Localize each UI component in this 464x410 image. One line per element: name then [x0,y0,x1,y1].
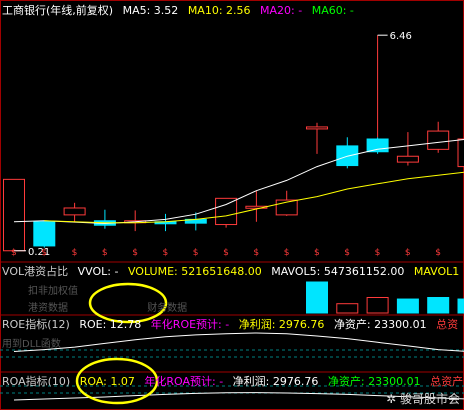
dividend-marker: $ [405,248,411,258]
chart-title[interactable]: 工商银行(年线,前复权) [2,4,114,17]
ma5-line [13,139,464,225]
volume-bar [396,298,419,314]
ma20-label: MA20: - [260,4,303,17]
dividend-marker: $ [132,248,138,258]
vol-header: VOL港资占比 VVOL: - VOLUME: 521651648.00 MAV… [2,263,464,281]
watermark: ✲ 骏哥股市会 [386,390,460,407]
vol-overlay-notes: 港资数据 财务数据 [28,300,193,318]
dividend-marker: $ [314,248,320,258]
dividend-marker: $ [284,248,290,258]
high-label: 6.46 [390,31,412,42]
volume-bar [366,297,389,314]
volume-label: VOLUME: 521651648.00 [127,265,262,278]
roe-note: 扣非加权值 [28,286,78,297]
roa-value: ROA: 1.07 [79,375,135,388]
roa-forecast: 年化ROA预计: - [144,375,224,388]
candle-body [427,130,450,150]
candle-body [3,178,25,252]
roa-note: 用到DLL函数 [2,339,61,350]
dividend-marker: $ [435,248,441,258]
roe-highlight-circle [88,282,168,324]
candle-body [396,155,419,163]
dividend-marker: $ [163,248,169,258]
roe-note2: 财务数据 [147,303,188,314]
roe-forecast: 年化ROE预计: - [150,318,230,331]
low-label: 0.21 [28,247,50,258]
volume-bar [457,298,464,314]
vvol-label: VVOL: - [77,265,119,278]
candle-body [215,197,238,226]
roe-net-assets: 净资产: 23300.01 [333,318,427,331]
dividend-marker: $ [41,248,47,258]
vol-note: 港资数据 [28,303,68,314]
candle-body [366,138,389,153]
roe-title[interactable]: ROE指标(12) [2,318,70,331]
vol-title[interactable]: VOL港资占比 [2,265,69,278]
dividend-marker: $ [72,248,78,258]
roa-net-profit: 净利润: 2976.76 [232,375,319,388]
roe-value: ROE: 12.78 [79,318,142,331]
dividend-marker: $ [102,248,108,258]
roa-header: ROA指标(10) ROA: 1.07 年化ROA预计: - 净利润: 2976… [2,373,464,391]
roe-total: 总资 [436,318,459,331]
roa-overlay-notes: 用到DLL函数 [2,336,67,354]
roa-highlight-circle [75,357,159,405]
volume-bar [306,281,328,314]
ma10-line [44,171,464,224]
dividend-marker: $ [344,248,350,258]
roa-title[interactable]: ROA指标(10) [2,375,71,388]
watermark-text: 骏哥股市会 [399,392,460,406]
dividend-marker: $ [193,248,199,258]
roa-total: 总资产 [430,375,464,388]
ma10-label: MA10: 2.56 [187,4,251,17]
dividend-marker: $ [11,248,17,258]
roe-line [13,332,464,352]
roe-net-profit: 净利润: 2976.76 [238,318,325,331]
mavol5-label: MAVOL5: 547361152.00 [271,265,405,278]
candle-body [245,205,268,209]
dividend-marker: $ [253,248,259,258]
roe-header: ROE指标(12) ROE: 12.78 年化ROE预计: - 净利润: 297… [2,316,464,334]
mavol10-label: MAVOL1 [413,265,460,278]
dividend-marker: $ [223,248,229,258]
ma60-label: MA60: - [311,4,354,17]
volume-bar [336,303,359,314]
ma5-label: MA5: 3.52 [122,4,179,17]
candle-body [63,207,86,216]
roa-line [13,392,464,401]
volume-bar [427,297,450,314]
main-header: 工商银行(年线,前复权) MA5: 3.52 MA10: 2.56 MA20: … [2,2,360,20]
candle-body [306,126,328,130]
roe-overlay-notes: 扣非加权值 [28,283,84,301]
dividend-marker: $ [375,248,381,258]
watermark-icon: ✲ [386,392,397,406]
candle-body [33,221,56,247]
roa-net-assets: 净资产: 23300.01 [327,375,421,388]
candle-body [457,138,464,168]
